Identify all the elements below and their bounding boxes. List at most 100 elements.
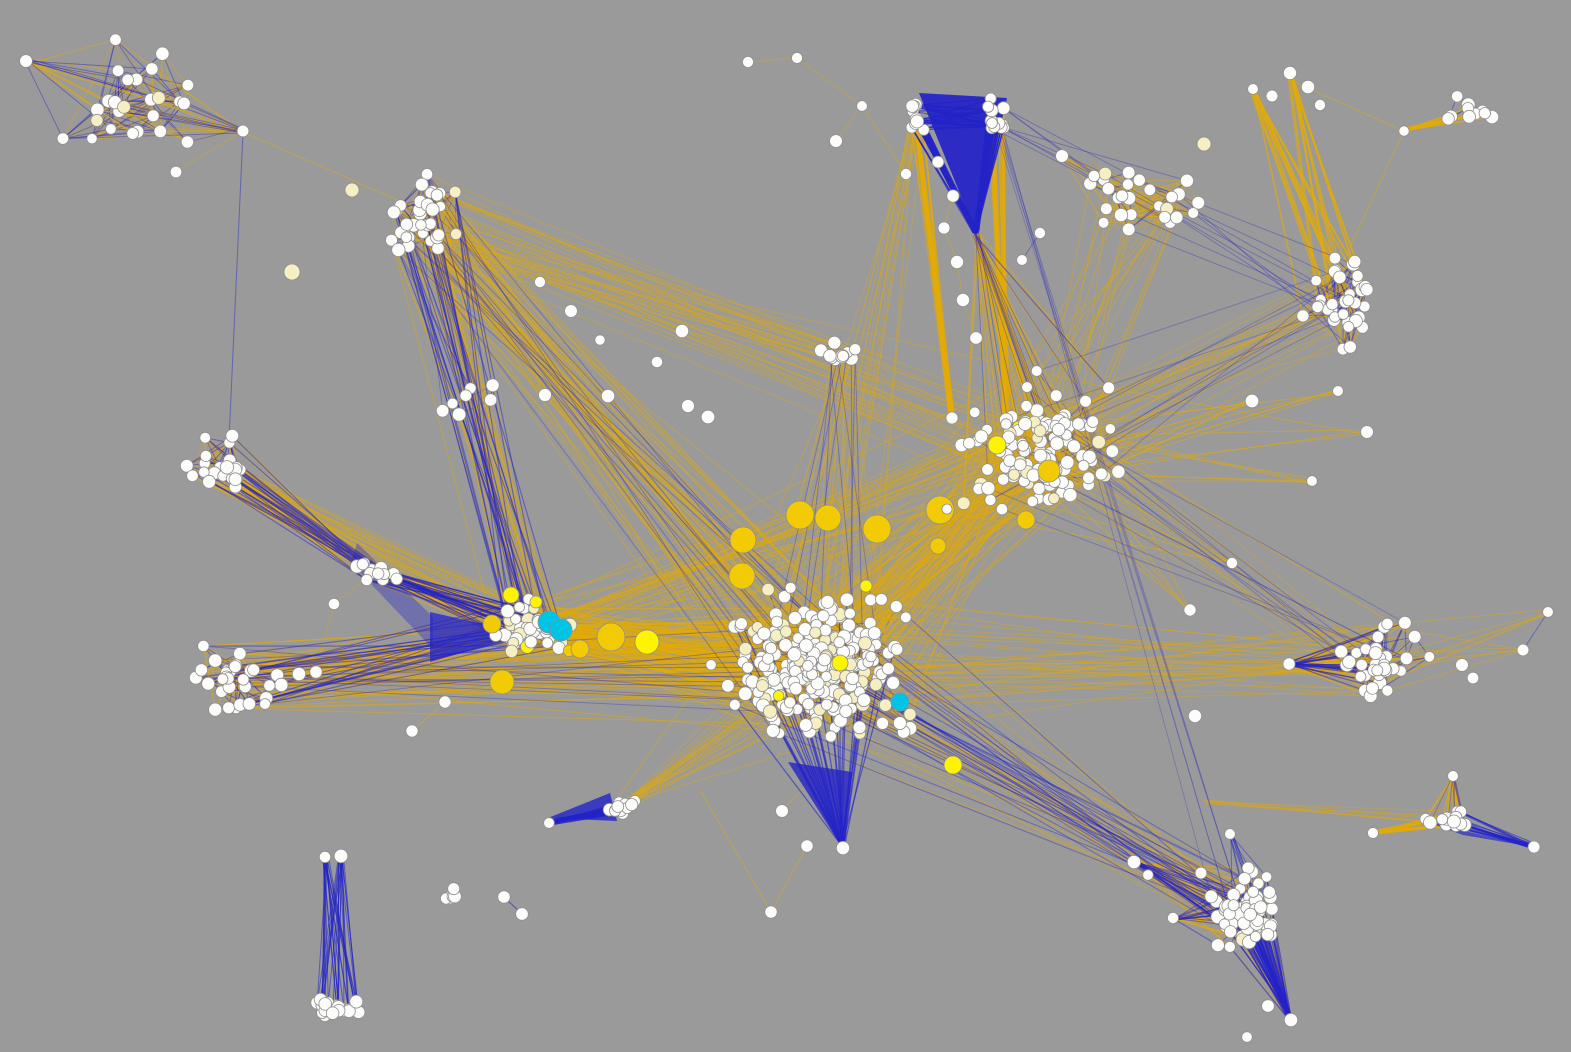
graph-node[interactable] [996,101,1011,115]
graph-node[interactable] [356,558,369,571]
graph-node[interactable] [1104,423,1116,435]
graph-node[interactable] [778,590,792,604]
graph-node[interactable] [371,567,385,580]
graph-node[interactable] [56,132,70,145]
graph-node[interactable] [986,117,998,129]
graph-node[interactable] [1101,182,1116,196]
graph-node[interactable] [225,428,240,443]
graph-node[interactable] [787,647,802,662]
graph-node[interactable] [772,690,785,702]
graph-node[interactable] [1441,112,1455,126]
graph-node[interactable] [201,676,216,691]
graph-node[interactable] [197,639,210,653]
graph-node[interactable] [425,202,440,217]
graph-node[interactable] [432,228,446,242]
graph-node[interactable] [817,653,832,667]
graph-node[interactable] [1169,210,1184,225]
graph-node[interactable] [878,698,893,712]
graph-node[interactable] [1180,173,1195,188]
graph-node[interactable] [180,135,194,149]
graph-node[interactable] [886,676,900,690]
graph-node[interactable] [1143,183,1157,197]
graph-node[interactable] [216,673,229,685]
graph-node[interactable] [219,460,235,475]
graph-node[interactable] [864,593,877,607]
graph-node[interactable] [820,595,835,609]
graph-node[interactable] [1121,165,1136,180]
graph-node[interactable] [779,625,793,638]
graph-node[interactable] [1342,320,1355,333]
graph-node[interactable] [890,643,904,656]
graph-node[interactable] [735,617,748,631]
graph-node[interactable] [844,607,856,620]
graph-node[interactable] [177,96,191,111]
graph-node[interactable] [1381,684,1394,697]
graph-node[interactable] [415,219,427,231]
graph-node[interactable] [1113,207,1129,223]
graph-node[interactable] [1398,615,1412,630]
graph-node[interactable] [151,91,166,105]
graph-node[interactable] [222,701,236,715]
graph-node[interactable] [1337,308,1350,320]
graph-node[interactable] [1354,670,1367,683]
graph-node[interactable] [1311,300,1324,313]
graph-node[interactable] [809,626,822,639]
graph-node[interactable] [186,469,199,483]
graph-node[interactable] [228,472,243,487]
graph-node[interactable] [857,693,871,707]
graph-node[interactable] [705,659,717,671]
graph-node[interactable] [767,672,781,687]
graph-node[interactable] [905,99,919,113]
graph-node[interactable] [259,698,271,710]
graph-node[interactable] [1348,255,1362,269]
graph-node[interactable] [1343,340,1357,354]
graph-node[interactable] [817,609,830,623]
graph-node[interactable] [845,671,860,686]
graph-node[interactable] [237,673,250,686]
graph-node[interactable] [500,604,515,619]
graph-node[interactable] [784,581,797,594]
graph-node[interactable] [449,185,462,199]
graph-node[interactable] [1100,202,1113,216]
graph-node[interactable] [1355,658,1368,672]
graph-node[interactable] [893,716,907,730]
graph-node[interactable] [1165,190,1178,204]
graph-node[interactable] [194,663,208,677]
graph-node[interactable] [756,679,769,692]
graph-node[interactable] [1310,274,1322,287]
graph-node[interactable] [982,100,995,113]
graph-node[interactable] [789,681,803,696]
graph-node[interactable] [852,720,867,735]
graph-node[interactable] [839,592,855,607]
graph-node[interactable] [1332,270,1347,285]
graph-node[interactable] [385,233,398,247]
graph-node[interactable] [792,632,804,644]
graph-node[interactable] [762,704,778,719]
graph-node[interactable] [820,698,833,711]
graph-node[interactable] [117,100,131,114]
graph-node[interactable] [1478,107,1491,120]
graph-node[interactable] [90,113,104,127]
graph-node[interactable] [1407,629,1422,644]
graph-node[interactable] [208,653,223,668]
graph-node[interactable] [1351,269,1364,282]
graph-node[interactable] [242,697,257,711]
graph-node[interactable] [787,611,802,626]
graph-node[interactable] [449,228,462,241]
graph-node[interactable] [153,124,168,139]
graph-node[interactable] [126,127,139,140]
graph-node[interactable] [1191,196,1206,210]
graph-node[interactable] [761,582,775,597]
graph-node[interactable] [867,626,882,640]
graph-node[interactable] [1371,664,1384,677]
graph-node[interactable] [199,449,212,462]
graph-node[interactable] [824,730,837,743]
graph-node[interactable] [541,637,554,649]
graph-node[interactable] [1158,211,1171,224]
graph-node[interactable] [1115,189,1129,203]
graph-node[interactable] [414,177,429,192]
graph-node[interactable] [1334,644,1349,659]
graph-node[interactable] [180,458,194,473]
graph-node[interactable] [228,660,242,673]
graph-node[interactable] [420,168,434,181]
